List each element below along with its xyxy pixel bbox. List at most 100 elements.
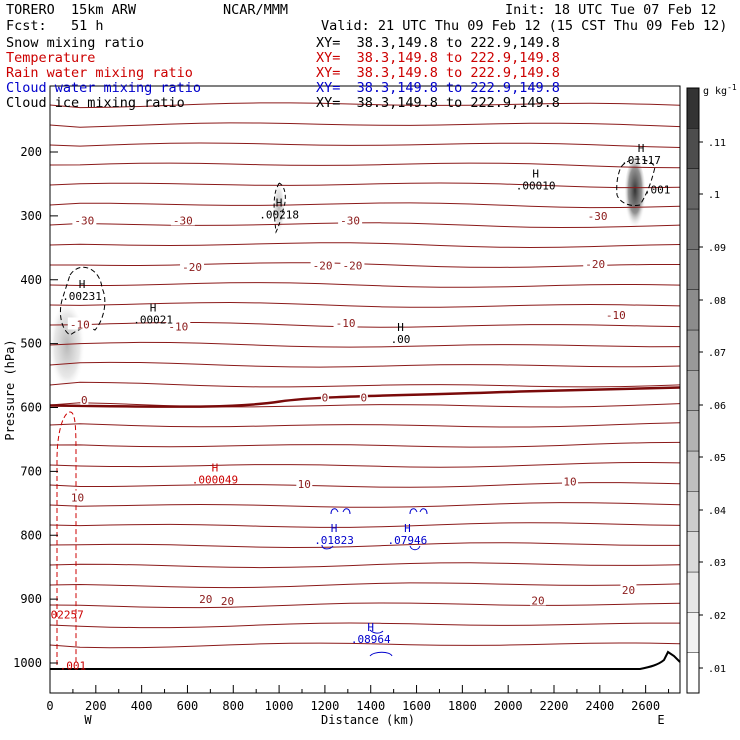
temp-label-bg — [69, 490, 86, 503]
temperature-label-17: 10 — [563, 476, 576, 489]
temp-label-bg — [620, 583, 637, 596]
temperature-label-0: -30 — [74, 214, 94, 227]
extremum-marker-6: .001 — [644, 184, 671, 197]
colorbar-swatch — [686, 491, 700, 532]
isotherm-line — [49, 582, 681, 589]
field-xy-snow: XY= 38.3,149.8 to 222.9,149.8 — [316, 35, 560, 51]
isotherm-line — [49, 422, 681, 428]
colorbar-tick-label-8: .09 — [708, 243, 726, 254]
temperature-label-3: -30 — [588, 210, 608, 223]
temp-label-bg — [338, 213, 363, 226]
field-xy-cloud-water: XY= 38.3,149.8 to 222.9,149.8 — [316, 80, 560, 96]
temperature-label-11: -10 — [606, 309, 626, 322]
extremum-marker-7: H — [212, 461, 219, 474]
center-name: NCAR/MMM — [223, 2, 289, 18]
y-tick-label-3: 500 — [20, 337, 42, 351]
x-tick-label-7: 1400 — [356, 699, 385, 713]
x-axis-label: Distance (km) — [321, 713, 415, 727]
extremum-value-4: .00010 — [516, 180, 556, 193]
temp-label-bg — [320, 390, 329, 403]
colorbar-swatch — [686, 289, 700, 331]
extremum-marker-0: H — [79, 278, 86, 291]
temp-label-bg — [296, 477, 313, 490]
colorbar-frame — [686, 87, 700, 694]
isotherm-line — [49, 242, 681, 249]
plot-frame — [49, 85, 681, 694]
temperature-label-15: 10 — [71, 492, 84, 505]
isotherm-line — [49, 562, 681, 569]
temp-label-bg — [359, 390, 368, 403]
y-tick-label-8: 1000 — [13, 656, 42, 670]
temperature-label-10: -10 — [336, 317, 356, 330]
colorbar-tick-label-6: .07 — [708, 348, 726, 359]
snow-outline-central — [273, 182, 286, 234]
temperature-label-6: -20 — [342, 260, 362, 273]
temp-label-bg — [529, 593, 546, 606]
isotherm-line — [49, 282, 681, 288]
temperature-label-1: -30 — [173, 214, 193, 227]
isotherm-line — [49, 402, 681, 408]
colorbar-tick-label-0: .01 — [708, 664, 726, 675]
extremum-marker-2: H — [276, 196, 283, 209]
colorbar-swatch — [686, 531, 700, 573]
west-endpoint-label: W — [84, 713, 92, 727]
colorbar-swatch — [686, 208, 700, 250]
mixing-ratio-outlines — [56, 158, 656, 665]
temp-label-bg — [67, 317, 92, 330]
cloud-water-bracket-3 — [369, 629, 384, 634]
valid-time: Valid: 21 UTC Thu 09 Feb 12 (15 CST Thu … — [321, 18, 728, 34]
isotherm-line — [49, 482, 681, 488]
extremum-value-3: .00 — [391, 333, 411, 346]
isotherm-line — [49, 142, 681, 148]
temperature-label-5: -20 — [313, 260, 333, 273]
colorbar-swatch — [686, 410, 700, 452]
snow-outline-west — [59, 266, 106, 336]
x-tick-label-5: 1000 — [265, 699, 294, 713]
temp-label-bg — [583, 256, 608, 269]
snow-shading — [49, 160, 646, 395]
isotherm-line — [49, 222, 681, 229]
temperature-labels: -30 -30 -30 -30 -20 -20 -20 -20 -10 -10 -10 -10 0 0 0 1… — [67, 208, 637, 608]
x-tick-label-8: 1600 — [402, 699, 431, 713]
isotherm-line — [49, 341, 681, 348]
isotherm-line — [49, 542, 680, 549]
cloud-water-bracket-2b — [409, 545, 421, 551]
colorbar-swatch — [686, 249, 700, 290]
temp-label-bg — [180, 259, 205, 272]
rain-outline-west — [56, 411, 77, 665]
temp-label-bg — [340, 258, 365, 271]
temperature-label-7: -20 — [585, 258, 605, 271]
colorbar-swatch — [686, 450, 700, 492]
snow-shading-central — [273, 185, 285, 235]
colorbar-swatch — [686, 168, 700, 210]
isotherm-line — [49, 361, 681, 368]
x-tick-label-0: 0 — [46, 699, 53, 713]
isotherm-line — [49, 322, 681, 328]
temp-label-bg — [219, 594, 236, 607]
isotherm-line — [49, 602, 681, 609]
temp-label-bg — [166, 319, 191, 332]
temp-label-bg — [72, 213, 97, 226]
x-axis: 0 200 400 600 800 1000 1200 1400 1600 1800 2000 220… — [46, 685, 670, 713]
y-axis: 200 300 400 500 600 700 800 900 1000 — [13, 145, 58, 670]
colorbar-unit: g kg-1 — [703, 83, 737, 97]
colorbar-swatch — [686, 128, 700, 169]
extremum-marker-5: H — [638, 142, 645, 155]
field-label-snow: Snow mixing ratio — [6, 35, 145, 51]
snow-outline-east — [616, 158, 656, 206]
x-tick-label-1: 200 — [85, 699, 107, 713]
colorbar-tick-label-5: .06 — [708, 401, 726, 412]
extremum-value-9: .001 — [60, 659, 87, 672]
temperature-label-2: -30 — [340, 214, 360, 227]
field-label-cloud-ice: Cloud ice mixing ratio — [6, 95, 185, 111]
x-tick-label-4: 800 — [222, 699, 244, 713]
extremum-value-2: .00218 — [259, 208, 299, 221]
x-tick-label-3: 600 — [177, 699, 199, 713]
extremum-value-10: .01823 — [314, 534, 354, 547]
colorbar-swatch — [686, 370, 700, 411]
temp-label-bg — [310, 258, 335, 271]
isotherm-line — [49, 642, 681, 649]
cloud-water-bracket-1 — [330, 508, 351, 515]
colorbar-tick-label-10: .11 — [708, 138, 726, 149]
